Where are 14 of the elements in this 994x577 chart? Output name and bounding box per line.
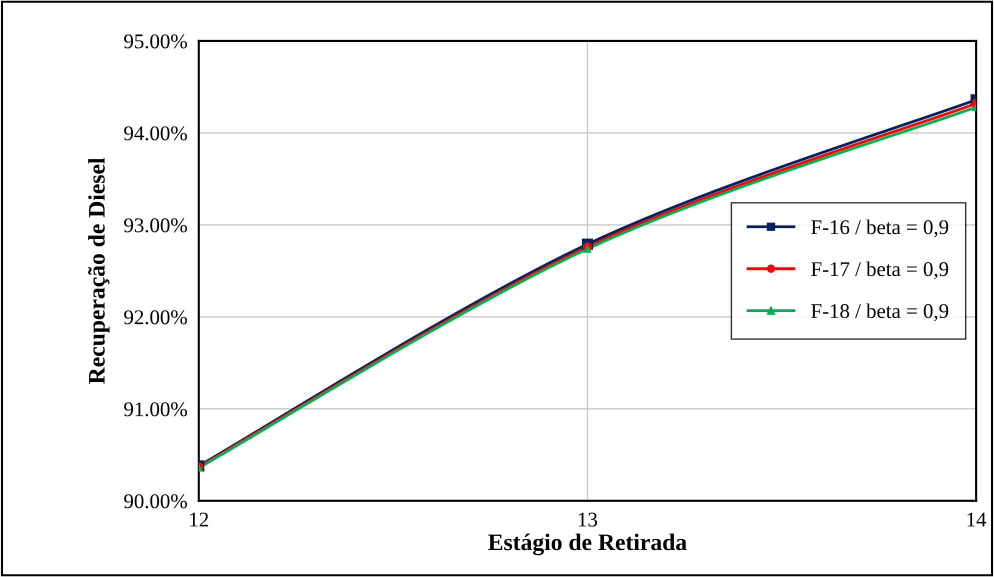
x-tick-label: 14 — [968, 512, 986, 526]
y-axis-title: Recuperação de Diesel — [88, 158, 110, 384]
y-tick-label: 91.00% — [124, 402, 187, 416]
x-tick-label: 12 — [190, 512, 208, 526]
y-tick-label: 95.00% — [124, 34, 187, 48]
legend-label: F-16 / beta = 0,9 — [811, 220, 948, 238]
x-tick-label: 13 — [578, 512, 598, 527]
y-tick-label: 93.00% — [124, 218, 187, 232]
legend-label: F-18 / beta = 0,9 — [811, 303, 948, 322]
y-tick-label: 92.00% — [124, 310, 187, 324]
legend-label: F-17 / beta = 0,9 — [811, 262, 948, 280]
x-axis-title: Estágio de Retirada — [488, 534, 687, 556]
y-tick-label: 94.00% — [124, 126, 187, 140]
y-tick-label: 90.00% — [124, 494, 187, 508]
